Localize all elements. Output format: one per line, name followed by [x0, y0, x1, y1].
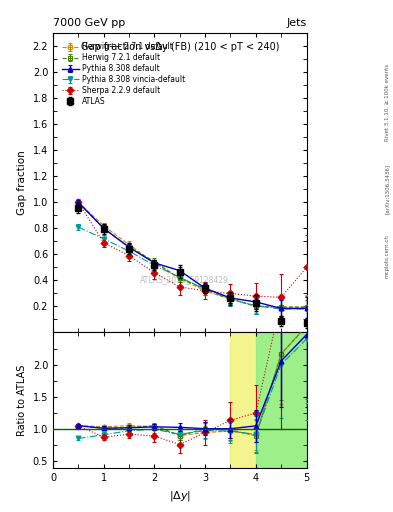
Text: Jets: Jets	[286, 18, 307, 28]
Y-axis label: Gap fraction: Gap fraction	[17, 151, 27, 215]
Text: mcplots.cern.ch: mcplots.cern.ch	[385, 234, 389, 278]
Text: Gap fraction vsΔy (FB) (210 < pT < 240): Gap fraction vsΔy (FB) (210 < pT < 240)	[81, 42, 279, 52]
Text: [arXiv:1306.3436]: [arXiv:1306.3436]	[385, 164, 389, 215]
Text: ATLAS_2011_S9128429: ATLAS_2011_S9128429	[140, 275, 229, 285]
Legend: Herwig++ 2.7.1 default, Herwig 7.2.1 default, Pythia 8.308 default, Pythia 8.308: Herwig++ 2.7.1 default, Herwig 7.2.1 def…	[59, 40, 187, 108]
Text: Rivet 3.1.10, ≥ 100k events: Rivet 3.1.10, ≥ 100k events	[385, 64, 389, 141]
X-axis label: $|\Delta y|$: $|\Delta y|$	[169, 489, 191, 503]
Bar	[231, 332, 332, 468]
Text: 7000 GeV pp: 7000 GeV pp	[53, 18, 125, 28]
Y-axis label: Ratio to ATLAS: Ratio to ATLAS	[17, 365, 27, 436]
Bar	[256, 332, 332, 468]
